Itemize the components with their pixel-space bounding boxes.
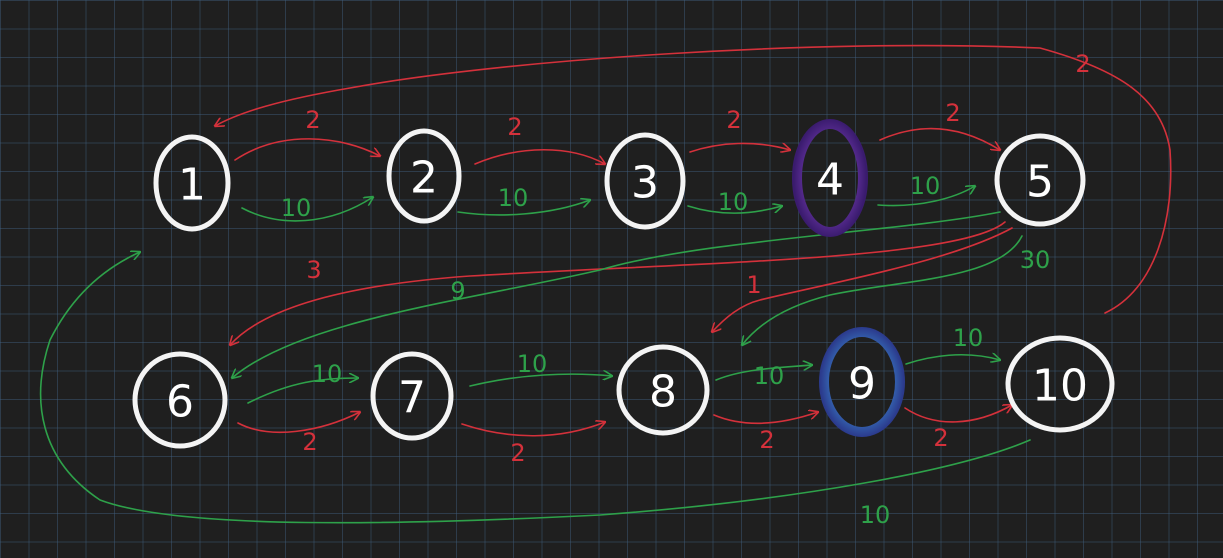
edge-red-5-to-6 <box>230 221 1006 345</box>
graph-node-5: 5 <box>994 133 1086 227</box>
graph-node-7: 7 <box>370 351 454 441</box>
edge-weight-label: 2 <box>305 106 320 134</box>
edge-green-2-to-3 <box>457 200 590 216</box>
edge-weight-label: 2 <box>302 428 317 456</box>
edge-weight-label: 2 <box>726 106 741 134</box>
graph-node-2: 2 <box>386 128 462 224</box>
edge-weight-label: 1 <box>746 271 761 299</box>
node-ring <box>386 128 462 224</box>
edge-red-7-to-8 <box>461 422 605 437</box>
graph-node-9: 9 <box>819 327 905 437</box>
edge-green-8-to-9 <box>715 365 812 381</box>
node-label: 1 <box>178 160 206 211</box>
node-ring <box>604 132 686 230</box>
node-ring <box>153 134 231 232</box>
node-label: 7 <box>398 373 426 424</box>
edge-red-10-to-1 <box>215 44 1172 314</box>
edge-weight-label: 2 <box>1075 50 1090 78</box>
edge-weight-label: 3 <box>306 256 321 284</box>
edge-weight-label: 10 <box>312 360 343 388</box>
edge-weight-label: 2 <box>945 99 960 127</box>
node-ring <box>132 351 228 449</box>
node-label: 9 <box>848 359 876 410</box>
edge-weight-label: 2 <box>507 113 522 141</box>
edge-weight-label: 10 <box>718 188 749 216</box>
graph-node-1: 1 <box>153 134 231 232</box>
node-highlight-ring <box>792 119 868 237</box>
edge-green-3-to-4 <box>687 206 782 214</box>
edge-weight-label: 10 <box>754 362 785 390</box>
node-label: 8 <box>649 367 677 418</box>
edge-green-10-to-1 <box>39 252 1031 524</box>
node-label: 6 <box>166 377 194 428</box>
edge-weight-label: 2 <box>510 439 525 467</box>
edge-weight-label: 10 <box>498 184 529 212</box>
node-ring <box>370 351 454 441</box>
edge-weight-label: 2 <box>759 426 774 454</box>
edge-red-6-to-7 <box>237 412 360 433</box>
graph-node-3: 3 <box>604 132 686 230</box>
edge-red-4-to-5 <box>879 127 1000 150</box>
edge-weight-label: 10 <box>910 172 941 200</box>
node-label: 3 <box>631 158 659 209</box>
edge-weight-label: 9 <box>450 277 465 305</box>
node-ring <box>994 133 1086 227</box>
edge-weight-label: 10 <box>281 194 312 222</box>
graph-node-6: 6 <box>132 351 228 449</box>
node-label: 2 <box>410 153 438 204</box>
edge-red-9-to-10 <box>904 405 1012 423</box>
edge-green-5-to-6 <box>232 211 1001 378</box>
node-label: 10 <box>1032 361 1088 412</box>
edge-red-8-to-9 <box>713 412 818 425</box>
edge-green-9-to-10 <box>905 355 1000 365</box>
node-label: 4 <box>816 155 844 206</box>
edge-green-5-to-8 <box>742 235 1023 345</box>
graph-node-10: 10 <box>1005 335 1115 433</box>
edge-weight-label: 10 <box>860 501 891 529</box>
edge-weight-label: 2 <box>933 424 948 452</box>
edge-green-4-to-5 <box>877 186 975 207</box>
node-ring <box>1005 335 1115 433</box>
edge-red-3-to-4 <box>689 142 790 152</box>
node-highlight-ring <box>819 327 905 437</box>
edge-green-7-to-8 <box>469 374 612 387</box>
edge-weight-label: 10 <box>517 350 548 378</box>
edge-green-6-to-7 <box>247 378 358 404</box>
edge-weight-label: 30 <box>1020 246 1051 274</box>
node-ring <box>616 344 710 436</box>
edge-red-2-to-3 <box>474 148 605 164</box>
edge-weight-label: 10 <box>953 324 984 352</box>
edge-red-1-to-2 <box>234 138 380 161</box>
graph-node-8: 8 <box>616 344 710 436</box>
node-label: 5 <box>1026 157 1054 208</box>
edge-red-5-to-8 <box>712 227 1013 332</box>
graph-node-4: 4 <box>792 119 868 237</box>
edge-green-1-to-2 <box>241 197 373 222</box>
